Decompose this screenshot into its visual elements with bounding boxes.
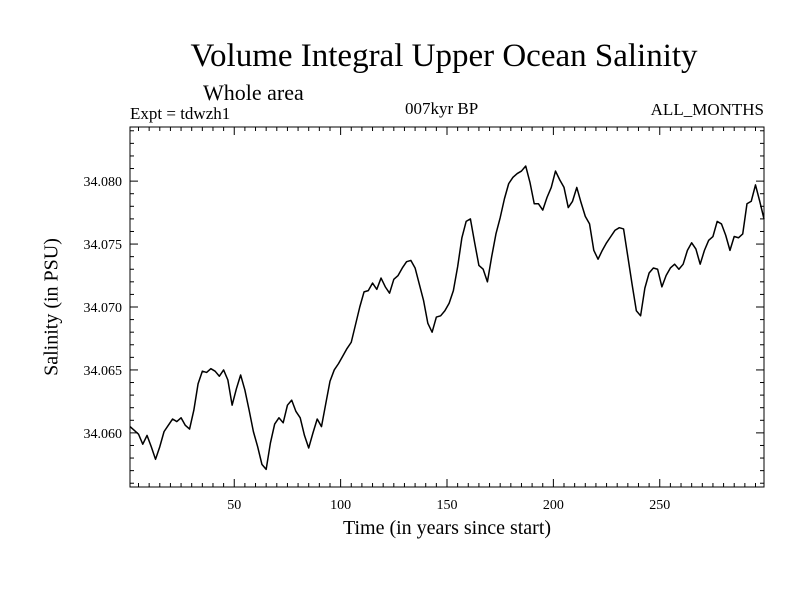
y-tick-label: 34.075 — [84, 238, 123, 253]
y-tick-label: 34.070 — [84, 301, 123, 316]
x-tick-label: 50 — [227, 498, 241, 513]
period-label: 007kyr BP — [405, 99, 479, 118]
plot-frame — [129, 126, 765, 488]
chart-subtitle: Whole area — [203, 80, 304, 105]
x-tick-label: 200 — [543, 498, 564, 513]
x-tick-label: 150 — [437, 498, 458, 513]
x-axis-label: Time (in years since start) — [342, 517, 552, 539]
experiment-label: Expt = tdwzh1 — [130, 104, 231, 123]
axis-tick-labels: 50 100 150 200 250 34.060 34.065 34.070 34.075 34… — [84, 175, 671, 513]
axis-ticks — [130, 127, 764, 487]
x-tick-label: 250 — [649, 498, 670, 513]
y-tick-label: 34.065 — [84, 364, 123, 379]
y-tick-label: 34.060 — [84, 427, 123, 442]
chart-title: Volume Integral Upper Ocean Salinity — [190, 38, 698, 74]
x-tick-label: 100 — [330, 498, 351, 513]
months-label: ALL_MONTHS — [650, 100, 764, 119]
y-tick-label: 34.080 — [84, 175, 123, 190]
salinity-series-line — [129, 165, 765, 471]
